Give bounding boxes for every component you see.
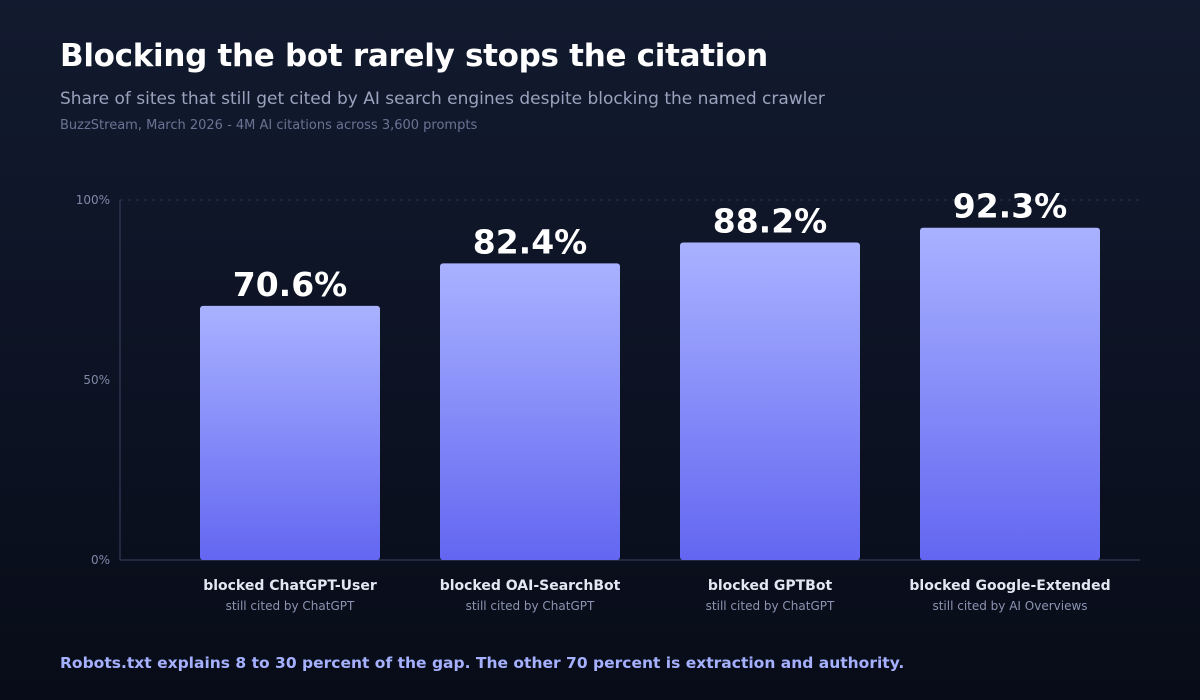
x-category-sublabel: still cited by ChatGPT <box>706 599 835 613</box>
y-tick-label: 100% <box>76 193 110 207</box>
x-category-label: blocked ChatGPT-User <box>203 578 377 594</box>
bar <box>920 227 1100 560</box>
bar <box>200 305 380 560</box>
bar-value-label: 82.4% <box>473 222 588 261</box>
chart-subtitle: Share of sites that still get cited by A… <box>60 89 825 109</box>
bar-value-label: 92.3% <box>953 187 1068 226</box>
x-category-label: blocked Google-Extended <box>909 578 1110 594</box>
chart-title: Blocking the bot rarely stops the citati… <box>60 38 768 74</box>
x-category-label: blocked GPTBot <box>708 578 833 594</box>
x-category-sublabel: still cited by ChatGPT <box>466 599 595 613</box>
bar-value-label: 88.2% <box>713 201 828 240</box>
bar <box>440 263 620 560</box>
y-tick-label: 0% <box>91 553 110 567</box>
bar <box>680 242 860 561</box>
footer-note: Robots.txt explains 8 to 30 percent of t… <box>60 654 905 672</box>
y-tick-label: 50% <box>83 373 110 387</box>
x-category-label: blocked OAI-SearchBot <box>440 578 621 594</box>
x-category-sublabel: still cited by ChatGPT <box>226 599 355 613</box>
bar-value-label: 70.6% <box>233 265 348 304</box>
chart-source: BuzzStream, March 2026 - 4M AI citations… <box>60 118 478 133</box>
x-category-sublabel: still cited by AI Overviews <box>932 599 1087 613</box>
